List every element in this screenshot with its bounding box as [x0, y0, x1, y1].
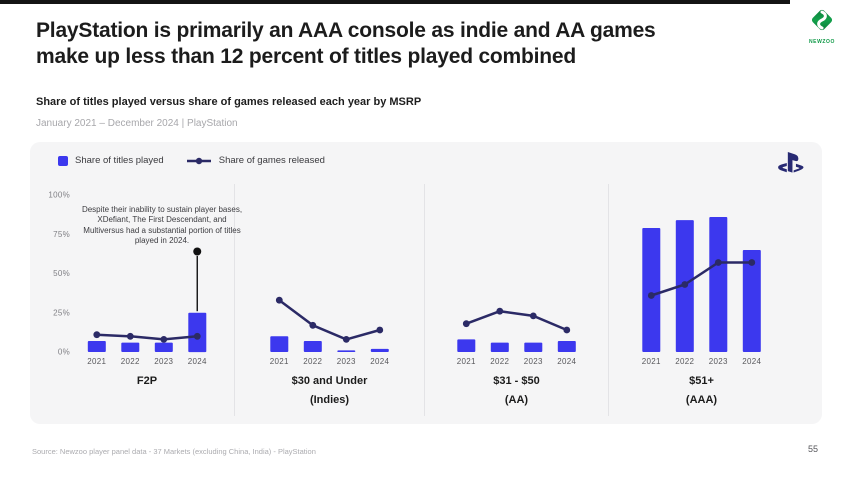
chart-subtitle: Share of titles played versus share of g…: [36, 96, 422, 108]
bar-legend-label: Share of titles played: [75, 155, 164, 166]
page-title: PlayStation is primarily an AAA console …: [36, 18, 656, 69]
svg-text:2021: 2021: [270, 357, 289, 366]
svg-text:2022: 2022: [490, 357, 509, 366]
panel-chart: 2021 2022 2023 2024: [457, 307, 576, 366]
chart-panel-2: 2021 2022 2023 2024 $30 and Under (Indies): [235, 182, 424, 411]
bar-legend-swatch-icon: [58, 155, 68, 166]
svg-text:2023: 2023: [337, 357, 356, 366]
panel-divider: [608, 184, 609, 416]
chart-card: Share of titles played Share of games re…: [30, 142, 822, 424]
svg-text:2022: 2022: [675, 357, 694, 366]
chart-panels: 0% 25% 50% 75% 100% 2021 2022 2023 2024 F2P 2021 20…: [30, 182, 822, 416]
top-accent-bar: [0, 0, 790, 4]
legend-item-titles-played: Share of titles played: [58, 155, 164, 166]
panel-caption: $30 and Under (Indies): [291, 375, 368, 407]
chart-panel-1: 0% 25% 50% 75% 100% 2021 2022 2023 2024 F2P: [30, 182, 234, 391]
svg-text:25%: 25%: [53, 308, 70, 317]
newzoo-logo: NEWZOO: [802, 7, 842, 45]
line-legend-label: Share of games released: [218, 155, 325, 166]
svg-text:2024: 2024: [557, 357, 576, 366]
chart-panel-4: 2021 2022 2023 2024 $51+ (AAA): [609, 182, 822, 411]
source-note: Source: Newzoo player panel data - 37 Ma…: [32, 447, 316, 456]
panel-chart: 0% 25% 50% 75% 100% 2021 2022 2023 2024: [48, 191, 207, 367]
svg-text:2024: 2024: [742, 357, 761, 366]
svg-text:2024: 2024: [370, 357, 389, 366]
newzoo-diamond-icon: [811, 9, 833, 31]
newzoo-wordmark: NEWZOO: [808, 39, 836, 45]
annotation-text: Despite their inability to sustain playe…: [81, 205, 243, 246]
svg-text:0%: 0%: [58, 348, 70, 357]
line-legend-marker-icon: [186, 157, 211, 164]
svg-text:75%: 75%: [53, 230, 70, 239]
title-line-1: PlayStation is primarily an AAA console …: [36, 19, 656, 42]
chart-legend: Share of titles played Share of games re…: [58, 155, 325, 166]
panel-divider: [234, 184, 235, 416]
svg-text:100%: 100%: [48, 191, 70, 200]
svg-text:2023: 2023: [524, 357, 543, 366]
title-line-2: make up less than 12 percent of titles p…: [36, 44, 577, 68]
svg-text:2021: 2021: [457, 357, 476, 366]
chart-panel-3: 2021 2022 2023 2024 $31 - $50 (AA): [425, 182, 608, 411]
svg-text:2023: 2023: [154, 357, 173, 366]
panel-caption: F2P: [136, 375, 158, 387]
date-range: January 2021 – December 2024 | PlayStati…: [36, 118, 238, 129]
panel-chart: 2021 2022 2023 2024: [642, 217, 761, 366]
panel-caption: $51+ (AAA): [685, 375, 718, 407]
playstation-logo-icon: [778, 152, 804, 173]
svg-text:2023: 2023: [709, 357, 728, 366]
svg-text:2021: 2021: [642, 357, 661, 366]
legend-item-games-released: Share of games released: [186, 155, 325, 166]
svg-text:2021: 2021: [87, 357, 106, 366]
svg-text:2024: 2024: [188, 357, 207, 366]
panel-caption: $31 - $50 (AA): [493, 375, 540, 407]
svg-text:50%: 50%: [53, 269, 70, 278]
page-number: 55: [807, 444, 818, 454]
panel-divider: [424, 184, 425, 416]
panel-chart: 2021 2022 2023 2024: [270, 296, 389, 366]
svg-text:2022: 2022: [303, 357, 322, 366]
svg-text:2022: 2022: [121, 357, 140, 366]
